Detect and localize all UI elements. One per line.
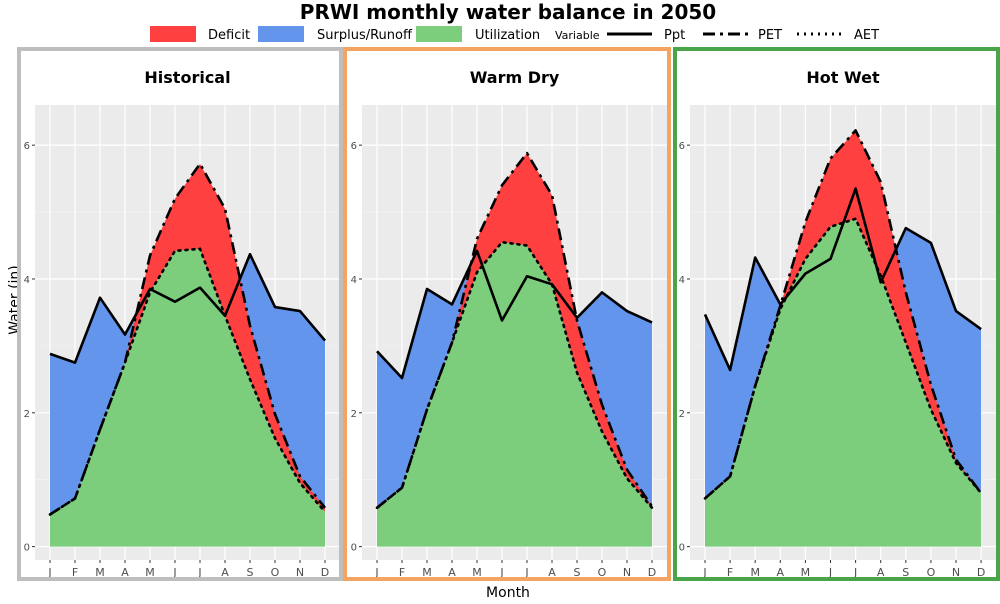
aet-line [703,217,983,500]
legend-label: Utilization [475,28,540,43]
x-tick-label: M [422,566,432,579]
legend-label: Surplus/Runoff [317,28,413,43]
y-tick-label: 4 [351,275,357,286]
panel-border [343,47,671,581]
panel-border [673,47,1000,581]
x-tick-label: N [623,566,631,579]
x-tick-label: S [902,566,909,579]
panel-title: Historical [144,68,230,87]
x-tick-label: D [977,566,985,579]
legend-swatch-utilization [416,26,462,42]
panel-title: Hot Wet [806,68,880,87]
y-tick-label: 6 [679,141,685,152]
utilization-area [705,218,982,547]
y-tick-label: 6 [24,141,30,152]
x-tick-label: N [952,566,960,579]
x-tick-label: F [399,566,405,579]
x-tick-label: J [524,566,528,579]
x-tick-label: J [172,566,176,579]
x-tick-label: F [727,566,733,579]
utilization-area [50,248,325,547]
x-tick-label: M [145,566,155,579]
x-tick-label: S [247,566,254,579]
legend-label: PET [758,28,782,43]
x-tick-label: M [472,566,482,579]
x-tick-label: O [271,566,280,579]
x-tick-label: O [927,566,936,579]
x-tick-label: A [877,566,885,579]
legend-swatch-surplus-runoff [258,26,304,42]
x-tick-label: A [121,566,129,579]
x-tick-label: J [47,566,51,579]
y-tick-label: 0 [24,543,30,554]
panel-title: Warm Dry [470,68,560,87]
legend-title: Variable [555,29,600,42]
y-tick-label: 4 [679,275,685,286]
deficit-area [50,163,325,515]
ppt-line [49,252,326,364]
y-tick-label: 0 [679,543,685,554]
surplus-area [705,188,982,499]
legend: Deficit Surplus/Runoff Utilization Variable… [150,26,879,43]
panel-historical: 0 2 4 6 J F M A M J J A S O N D Historical [17,47,343,581]
x-tick-label: J [197,566,201,579]
deficit-area [705,130,982,499]
ppt-line [376,249,653,380]
x-tick-label: J [853,566,857,579]
x-tick-label: M [801,566,811,579]
x-tick-label: D [648,566,656,579]
legend-swatch-deficit [150,26,196,42]
x-tick-label: J [374,566,378,579]
x-tick-label: A [448,566,456,579]
aet-line [48,247,327,516]
y-tick-label: 4 [24,275,30,286]
x-tick-label: J [702,566,706,579]
panel-warm-dry: 0 2 4 6 J F M A M J J A S O N D Warm Dry [343,47,671,581]
x-axis-label: Month [486,585,530,600]
x-tick-label: M [95,566,105,579]
x-tick-label: N [296,566,304,579]
legend-label: AET [854,28,879,43]
aet-line [375,240,654,510]
x-tick-label: D [321,566,329,579]
y-tick-label: 2 [679,409,685,420]
x-tick-label: J [828,566,832,579]
utilization-area [377,242,652,547]
surplus-area [50,248,325,515]
y-tick-label: 6 [351,141,357,152]
chart-title: PRWI monthly water balance in 2050 [300,0,716,24]
x-tick-label: A [221,566,229,579]
x-tick-label: S [574,566,581,579]
x-tick-label: M [750,566,760,579]
surplus-area [377,242,652,508]
pet-line [49,162,327,516]
x-tick-label: A [548,566,556,579]
legend-label: Ppt [664,28,685,43]
legend-label: Deficit [208,28,250,43]
panel-hot-wet: 0 2 4 6 J F M A M J J A S O N D Hot Wet [673,47,1000,581]
panel-border [17,47,343,581]
facet-panels: 0 2 4 6 J F M A M J J A S O N D Historical 0 2 4 6 J F M A M J J A S O… [17,47,1000,581]
x-tick-label: J [499,566,503,579]
y-tick-label: 2 [351,409,357,420]
x-tick-label: O [598,566,607,579]
y-tick-label: 0 [351,543,357,554]
x-tick-label: F [72,566,78,579]
x-tick-label: A [777,566,785,579]
y-tick-label: 2 [24,409,30,420]
